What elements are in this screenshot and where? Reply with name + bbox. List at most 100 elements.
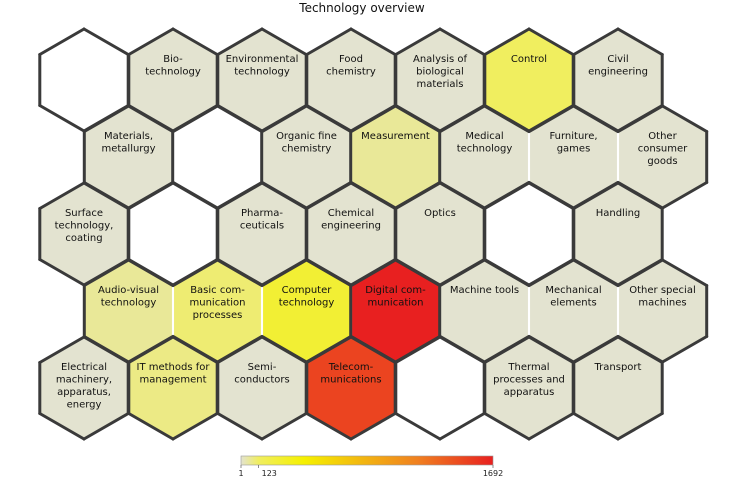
cluster-border-0 — [82, 27, 130, 56]
cluster-border-112 — [616, 181, 664, 210]
hex-label-semi-conductors: Semi-conductors — [234, 362, 290, 386]
cluster-border-153 — [38, 412, 86, 441]
cluster-border-191 — [572, 335, 620, 364]
cluster-border-48 — [216, 104, 264, 133]
hex-label-chemical-engineering: Chemical engineering — [321, 208, 381, 232]
cluster-border-88 — [260, 181, 308, 210]
cluster-border-164 — [260, 412, 308, 441]
hex-label-organic-fine-chemistry: Organic fine chemistry — [276, 131, 337, 155]
hex-label-it-methods-for-management: IT methods for management — [137, 362, 211, 386]
legend-tick-label-1: 123 — [262, 469, 277, 478]
cluster-border-71 — [661, 104, 709, 133]
cluster-border-76 — [82, 181, 130, 210]
cluster-border-140 — [438, 258, 486, 287]
hex-grid — [39, 28, 708, 440]
cluster-border-87 — [127, 181, 175, 210]
hex-label-food-chemistry: Food chemistry — [326, 54, 376, 78]
cluster-border-185 — [483, 335, 531, 364]
hex-label-telecom-munications: Telecom-munications — [320, 362, 381, 386]
cluster-border-53 — [305, 104, 353, 133]
hex-label-mechanical-elements: Mechanical elements — [545, 285, 601, 309]
cluster-border-171 — [305, 412, 353, 441]
cluster-border-159 — [127, 412, 175, 441]
hex-label-bio-technology: Bio-technology — [145, 54, 201, 78]
chart-title: Technology overview — [298, 1, 425, 15]
hex-label-digital-com-munication: Digital com-munication — [365, 285, 426, 309]
cluster-border-106 — [527, 181, 575, 210]
hex-label-civil-engineering: Civil engineering — [588, 54, 648, 78]
cluster-border-93 — [216, 181, 264, 210]
hex-labels: Bio-technology Environmental technology Foo… — [55, 54, 696, 411]
cluster-border-123 — [216, 258, 264, 287]
cluster-border-145 — [661, 258, 709, 287]
cluster-border-41 — [572, 27, 620, 56]
cluster-border-100 — [438, 181, 486, 210]
color-legend: 1 123 1692 — [238, 455, 503, 478]
cluster-border-150 — [82, 335, 130, 364]
cluster-border-170 — [349, 412, 397, 441]
cluster-border-29 — [394, 27, 442, 56]
hex-label-other-consumer-goods: Other consumer goods — [638, 131, 688, 167]
cluster-border-73 — [661, 181, 709, 210]
cluster-border-167 — [216, 335, 264, 364]
cluster-border-131 — [260, 258, 308, 287]
cluster-border-152 — [82, 412, 130, 441]
cluster-border-24 — [438, 27, 486, 56]
cluster-border-177 — [394, 412, 442, 441]
cluster-border-117 — [572, 181, 620, 210]
cluster-border-122 — [82, 258, 130, 287]
cluster-border-186 — [616, 335, 664, 364]
cluster-border-67 — [572, 104, 620, 133]
cluster-border-99 — [305, 181, 353, 210]
cluster-border-126 — [171, 258, 219, 287]
cluster-border-5 — [38, 27, 86, 56]
hex-label-measurement: Measurement — [361, 131, 430, 142]
cluster-border-42 — [127, 104, 175, 133]
hex-label-machine-tools: Machine tools — [450, 285, 519, 296]
cluster-border-158 — [171, 412, 219, 441]
cluster-border-132 — [394, 258, 442, 287]
cluster-border-75 — [616, 104, 664, 133]
cluster-border-161 — [127, 335, 175, 364]
hex-label-surface-technology-coating: Surface technology, coating — [55, 208, 114, 244]
cluster-border-173 — [305, 335, 353, 364]
cluster-border-79 — [38, 258, 86, 287]
hex-label-furniture-games: Furniture, games — [549, 131, 597, 155]
legend-tick-label-0: 1 — [238, 469, 243, 478]
hex-label-control: Control — [511, 54, 547, 65]
cluster-border-6 — [171, 27, 219, 56]
cluster-border-52 — [171, 104, 219, 133]
cluster-border-12 — [260, 27, 308, 56]
hex-label-basic-com-munication-processes: Basic com-munication processes — [190, 285, 246, 321]
legend-tick-label-2: 1692 — [483, 469, 503, 478]
hex-label-computer-technology: Computer technology — [279, 285, 335, 309]
cluster-border-168 — [349, 335, 397, 364]
cluster-border-182 — [527, 412, 575, 441]
cluster-border-127 — [305, 258, 353, 287]
cluster-border-70 — [527, 104, 575, 133]
cluster-border-180 — [527, 335, 575, 364]
cluster-border-141 — [572, 258, 620, 287]
cluster-border-162 — [260, 335, 308, 364]
hex-label-pharma-ceuticals: Pharma-ceuticals — [240, 208, 284, 232]
cluster-border-57 — [260, 104, 308, 133]
hex-label-electrical-machinery-apparatus-energy: Electrical machinery, apparatus, energy — [56, 362, 112, 411]
hex-label-analysis-of-biological-materials: Analysis of biological materials — [413, 54, 467, 90]
cluster-border-63 — [483, 104, 531, 133]
cluster-border-94 — [349, 181, 397, 210]
cluster-border-179 — [394, 335, 442, 364]
cluster-border-137 — [483, 258, 531, 287]
cluster-border-18 — [349, 27, 397, 56]
cluster-border-165 — [216, 412, 264, 441]
cluster-border-58 — [394, 104, 442, 133]
cluster-border-3 — [38, 104, 86, 133]
cluster-border-62 — [349, 104, 397, 133]
highlight-outlines — [38, 27, 709, 441]
cluster-border-47 — [82, 104, 130, 133]
cluster-border-156 — [171, 335, 219, 364]
cluster-border-183 — [483, 412, 531, 441]
cluster-border-155 — [38, 335, 86, 364]
cluster-border-144 — [527, 258, 575, 287]
cluster-border-36 — [616, 27, 664, 56]
cluster-border-176 — [438, 412, 486, 441]
